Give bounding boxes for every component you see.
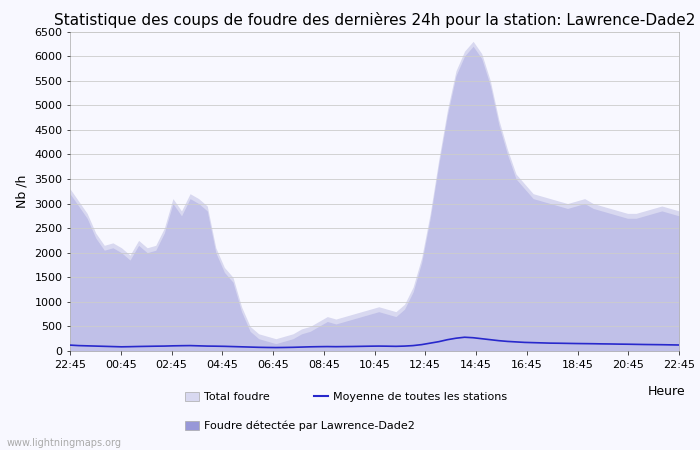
Text: www.lightningmaps.org: www.lightningmaps.org <box>7 438 122 448</box>
Y-axis label: Nb /h: Nb /h <box>15 175 29 208</box>
Text: Heure: Heure <box>648 385 685 397</box>
Title: Statistique des coups de foudre des dernières 24h pour la station: Lawrence-Dade: Statistique des coups de foudre des dern… <box>54 12 695 27</box>
Legend: Foudre détectée par Lawrence-Dade2: Foudre détectée par Lawrence-Dade2 <box>186 420 415 431</box>
